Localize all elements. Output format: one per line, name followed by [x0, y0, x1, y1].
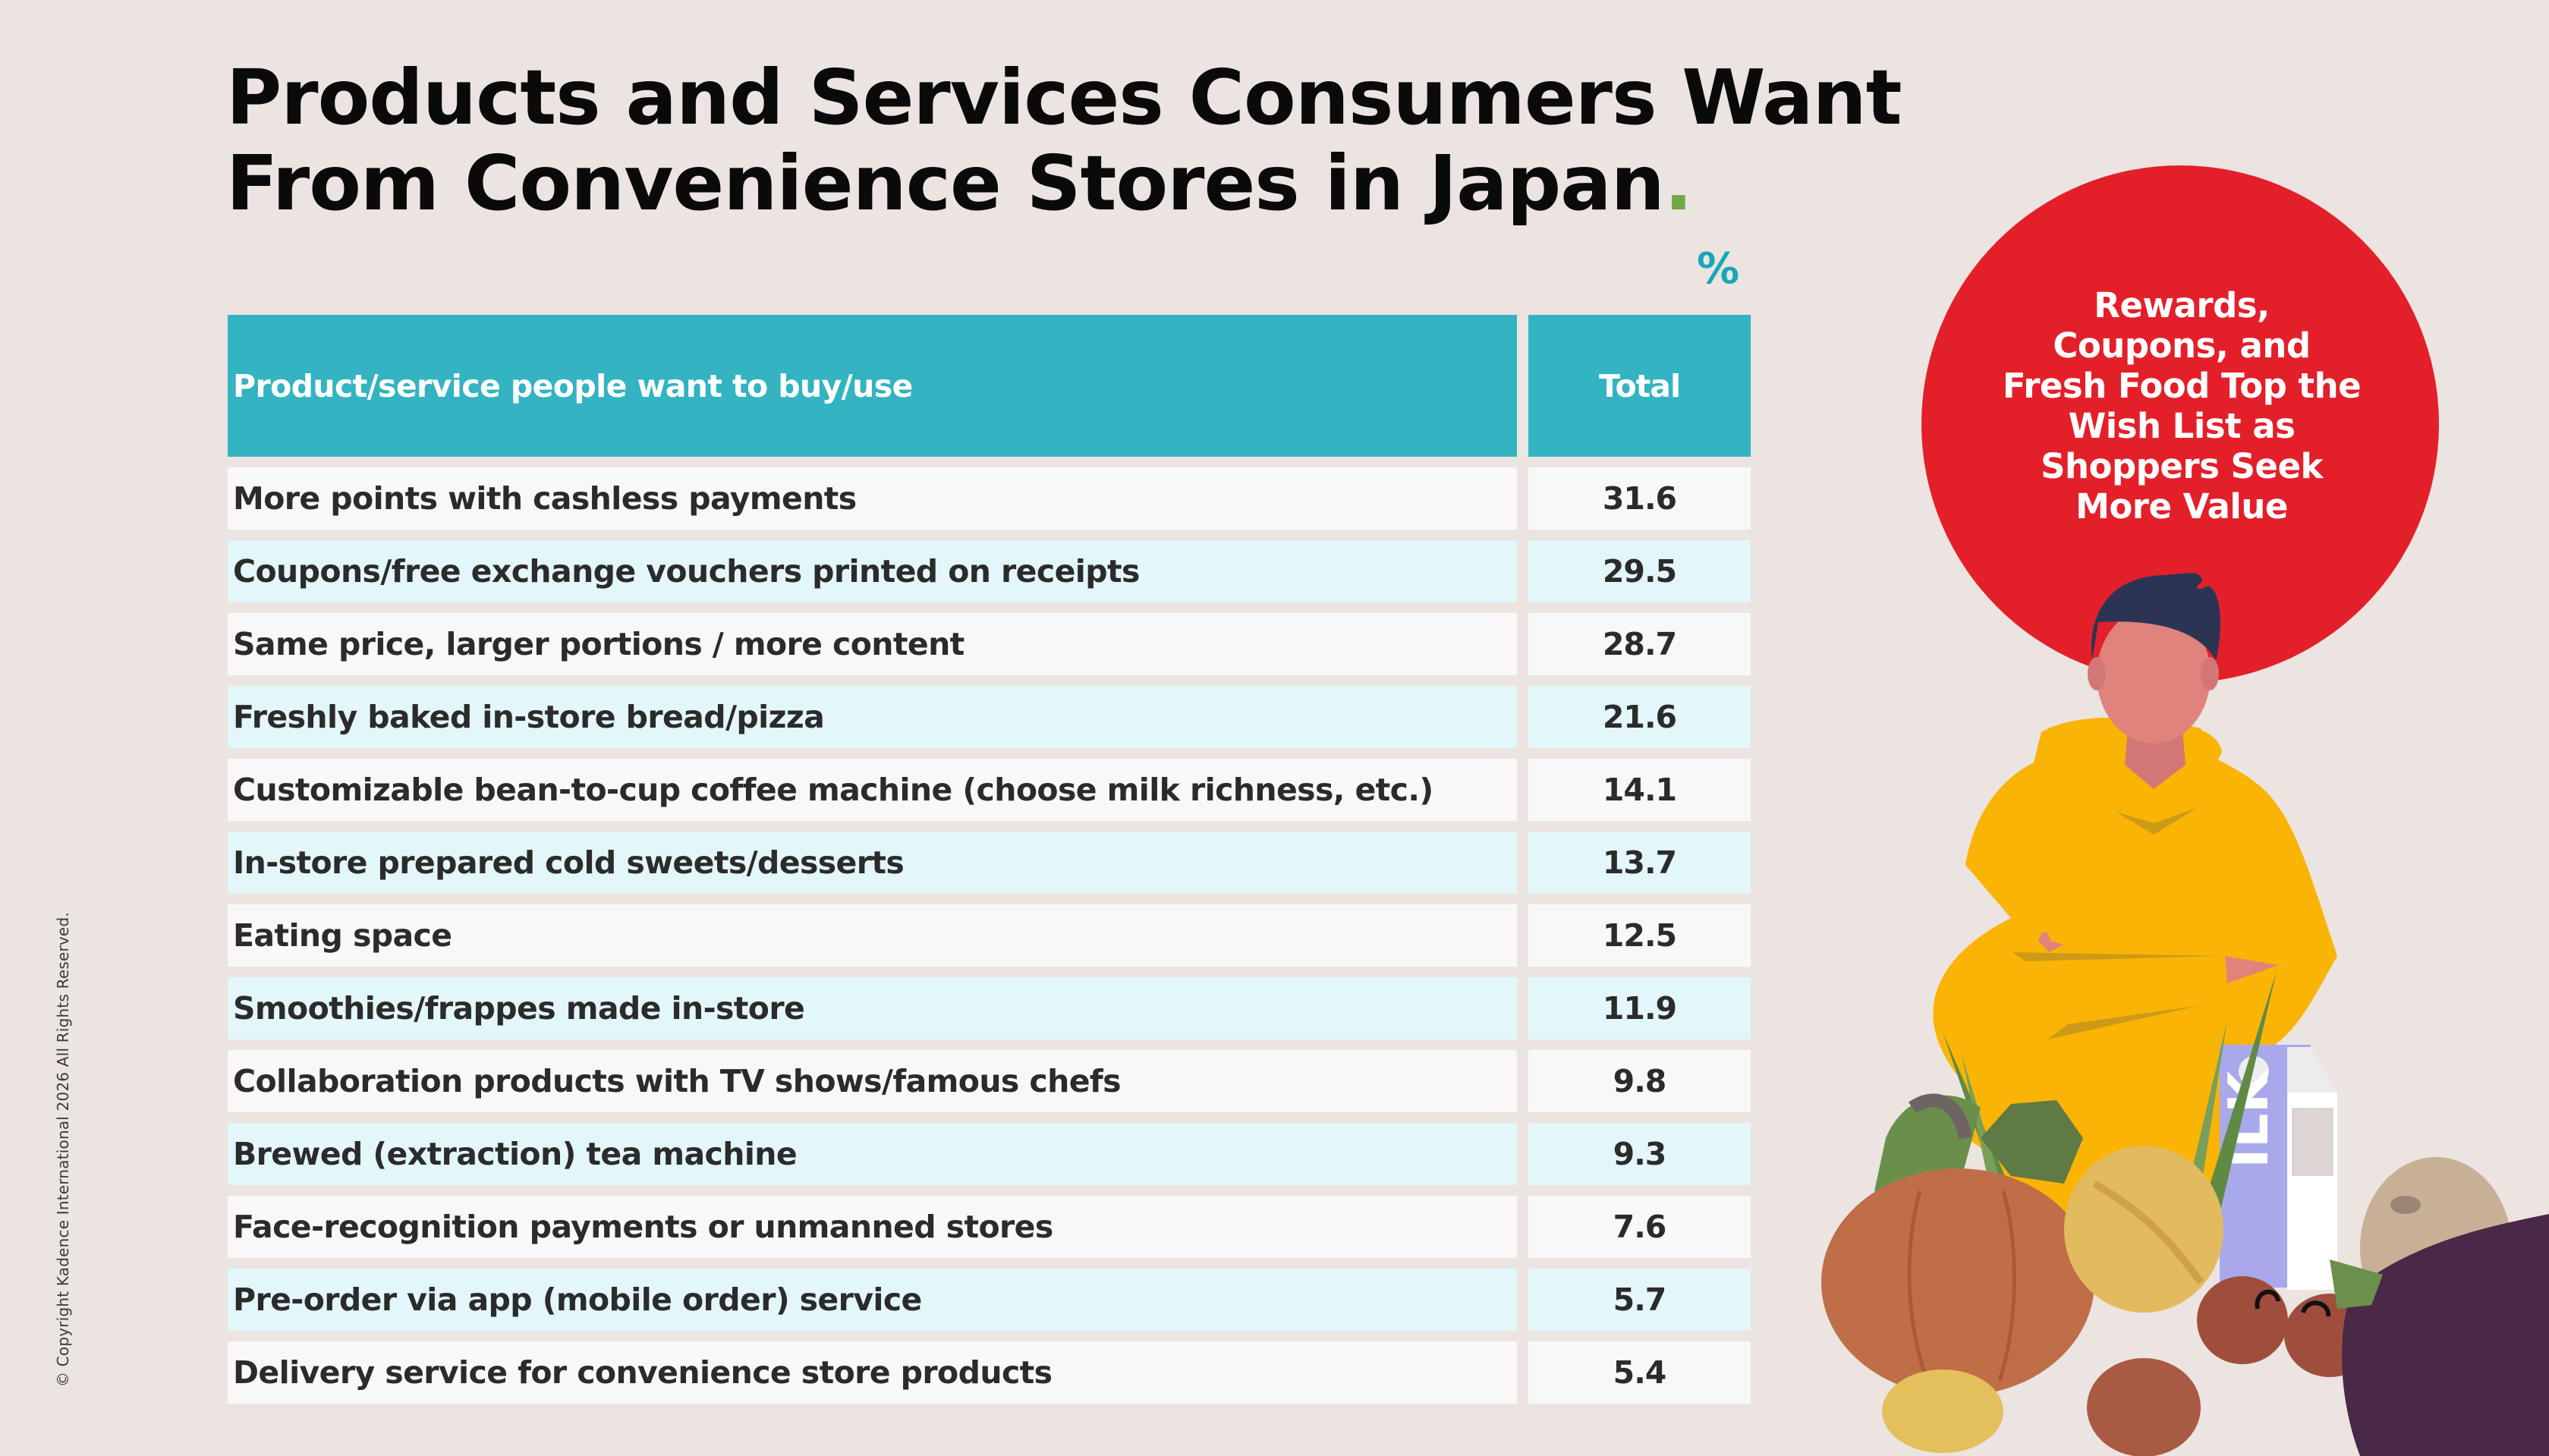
row-value: 5.4: [1528, 1341, 1751, 1404]
table-row: Face-recognition payments or unmanned st…: [228, 1196, 1751, 1258]
eggplant-icon: [2330, 1157, 2549, 1456]
row-label: Smoothies/frappes made in-store: [228, 977, 1517, 1039]
row-label: Customizable bean-to-cup coffee machine …: [228, 759, 1517, 821]
column-header-product: Product/service people want to buy/use: [228, 315, 1517, 457]
table-row: Delivery service for convenience store p…: [228, 1341, 1751, 1404]
callout-line: Shoppers Seek: [2041, 446, 2323, 486]
callout-line: Rewards,: [2094, 285, 2270, 325]
table-row: Freshly baked in-store bread/pizza 21.6: [228, 686, 1751, 748]
row-value: 11.9: [1528, 977, 1751, 1039]
row-value: 21.6: [1528, 686, 1751, 748]
table-row: More points with cashless payments 31.6: [228, 467, 1751, 530]
pumpkin-icon: [1821, 1093, 2094, 1396]
row-label: Freshly baked in-store bread/pizza: [228, 686, 1517, 748]
table-row: Eating space 12.5: [228, 904, 1751, 967]
milk-carton-icon: ILK: [2217, 1045, 2337, 1290]
callout-line: Fresh Food Top the: [2002, 366, 2362, 406]
row-value: 9.8: [1528, 1050, 1751, 1112]
row-label: More points with cashless payments: [228, 467, 1517, 530]
title-accent-dot: .: [1663, 139, 1693, 228]
row-value: 28.7: [1528, 613, 1751, 675]
table-row: Coupons/free exchange vouchers printed o…: [228, 540, 1751, 602]
person-with-groceries-illustration: ILK: [1821, 573, 2549, 1456]
row-value: 13.7: [1528, 832, 1751, 894]
row-label: Pre-order via app (mobile order) service: [228, 1269, 1517, 1331]
title-line-1: Products and Services Consumers Want: [226, 53, 1902, 142]
row-label: Same price, larger portions / more conte…: [228, 613, 1517, 675]
row-value: 7.6: [1528, 1196, 1751, 1258]
table-row: Same price, larger portions / more conte…: [228, 613, 1751, 675]
callout-line: More Value: [2075, 486, 2288, 527]
row-value: 31.6: [1528, 467, 1751, 530]
callout-line: Coupons, and: [2053, 325, 2311, 366]
table-row: In-store prepared cold sweets/desserts 1…: [228, 832, 1751, 894]
row-label: Delivery service for convenience store p…: [228, 1341, 1517, 1404]
row-label: Face-recognition payments or unmanned st…: [228, 1196, 1517, 1258]
table-row: Collaboration products with TV shows/fam…: [228, 1050, 1751, 1112]
copyright-notice: © Copyright Kadence International 2026 A…: [54, 912, 72, 1387]
row-label: Coupons/free exchange vouchers printed o…: [228, 540, 1517, 602]
table-row: Smoothies/frappes made in-store 11.9: [228, 977, 1751, 1039]
column-header-total: Total: [1528, 315, 1751, 457]
row-value: 14.1: [1528, 759, 1751, 821]
page-title: Products and Services Consumers Want Fro…: [226, 55, 1902, 226]
title-line-2: From Convenience Stores in Japan: [226, 139, 1665, 228]
row-value: 12.5: [1528, 904, 1751, 967]
callout-text: Rewards, Coupons, and Fresh Food Top the…: [1958, 285, 2406, 527]
row-label: Eating space: [228, 904, 1517, 967]
vegetables-icon: [1882, 1276, 2375, 1456]
melon-icon: [2064, 1146, 2223, 1313]
table-row: Pre-order via app (mobile order) service…: [228, 1269, 1751, 1331]
table-row: Customizable bean-to-cup coffee machine …: [228, 759, 1751, 821]
row-label: Collaboration products with TV shows/fam…: [228, 1050, 1517, 1112]
unit-label: %: [1697, 244, 1740, 294]
table-row: Brewed (extraction) tea machine 9.3: [228, 1123, 1751, 1185]
row-label: Brewed (extraction) tea machine: [228, 1123, 1517, 1185]
table-header-row: Product/service people want to buy/use T…: [228, 315, 1751, 457]
callout-line: Wish List as: [2068, 406, 2296, 446]
row-value: 29.5: [1528, 540, 1751, 602]
row-label: In-store prepared cold sweets/desserts: [228, 832, 1517, 894]
row-value: 5.7: [1528, 1269, 1751, 1331]
row-value: 9.3: [1528, 1123, 1751, 1185]
